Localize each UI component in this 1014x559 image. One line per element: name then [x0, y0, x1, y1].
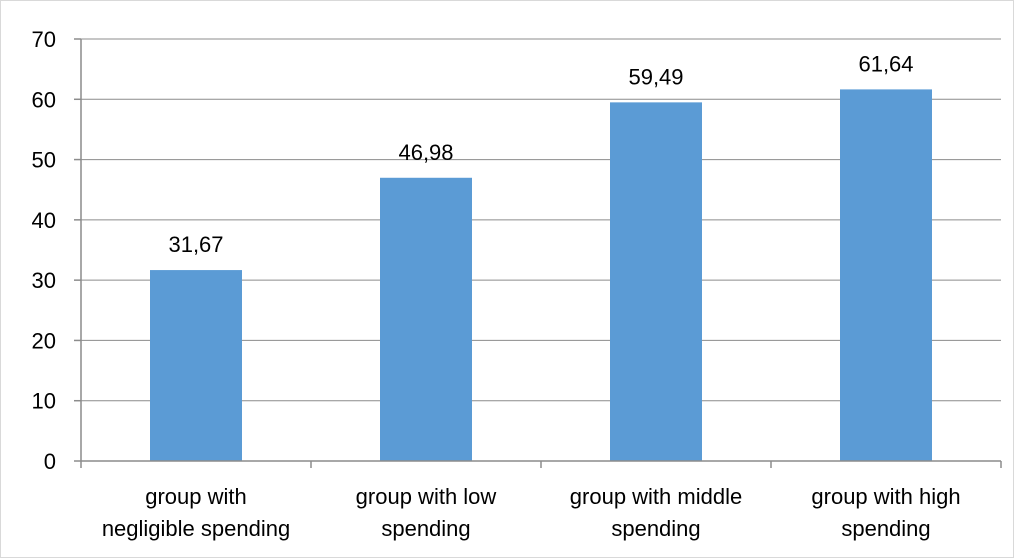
- category-label-1-line-1: spending: [381, 516, 470, 541]
- bar-1: [380, 177, 472, 461]
- y-tick-label-50: 50: [32, 148, 56, 173]
- category-label-1: group with low spending: [356, 484, 497, 541]
- category-label-1-line-0: group with low: [356, 484, 497, 509]
- data-labels: 31,67 46,98 59,49 61,64: [168, 51, 913, 257]
- bar-3: [840, 89, 932, 461]
- bar-2: [610, 102, 702, 461]
- category-label-2: group with middle spending: [570, 484, 742, 541]
- y-tick-label-10: 10: [32, 389, 56, 414]
- bar-0: [150, 270, 242, 461]
- y-tick-labels: 0 10 20 30 40 50 60 70: [32, 27, 56, 474]
- y-tick-label-40: 40: [32, 208, 56, 233]
- category-label-2-line-1: spending: [611, 516, 700, 541]
- y-tick-label-30: 30: [32, 268, 56, 293]
- category-label-0: group with negligible spending: [102, 484, 290, 541]
- data-label-0: 31,67: [168, 232, 223, 257]
- category-label-3-line-1: spending: [841, 516, 930, 541]
- category-label-0-line-0: group with: [145, 484, 247, 509]
- category-labels: group with negligible spending group with …: [102, 484, 961, 541]
- category-label-0-line-1: negligible spending: [102, 516, 290, 541]
- axes: [74, 38, 1002, 468]
- data-label-2: 59,49: [628, 64, 683, 89]
- y-tick-label-20: 20: [32, 328, 56, 353]
- category-label-3: group with high spending: [811, 484, 960, 541]
- category-label-3-line-0: group with high: [811, 484, 960, 509]
- data-label-1: 46,98: [398, 140, 453, 165]
- bars: [150, 89, 932, 461]
- y-tick-label-0: 0: [44, 449, 56, 474]
- y-tick-label-60: 60: [32, 87, 56, 112]
- y-tick-label-70: 70: [32, 27, 56, 52]
- data-label-3: 61,64: [858, 51, 913, 76]
- category-label-2-line-0: group with middle: [570, 484, 742, 509]
